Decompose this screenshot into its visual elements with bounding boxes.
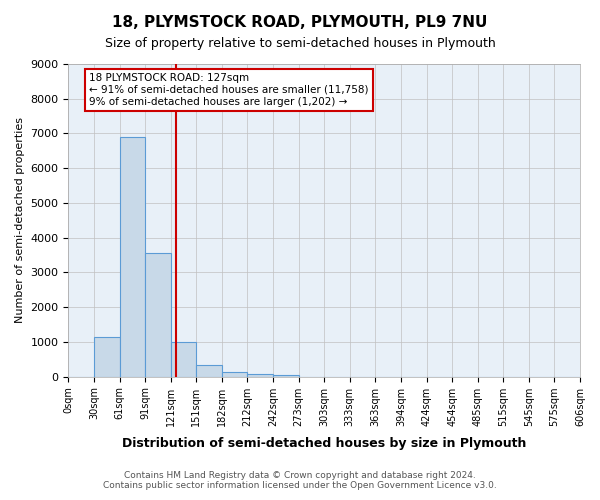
Bar (145, 254, 171, 376)
Bar (222, 372, 247, 376)
Text: 18 PLYMSTOCK ROAD: 127sqm
← 91% of semi-detached houses are smaller (11,758)
9% : 18 PLYMSTOCK ROAD: 127sqm ← 91% of semi-… (89, 74, 368, 106)
Bar (171, 342, 196, 376)
Bar (119, 137, 145, 376)
Y-axis label: Number of semi-detached properties: Number of semi-detached properties (15, 118, 25, 324)
Text: Size of property relative to semi-detached houses in Plymouth: Size of property relative to semi-detach… (104, 38, 496, 51)
Bar (196, 365, 222, 376)
Bar (247, 374, 273, 376)
Bar (94, 336, 119, 376)
Bar (273, 375, 299, 376)
X-axis label: Distribution of semi-detached houses by size in Plymouth: Distribution of semi-detached houses by … (122, 437, 526, 450)
Text: 18, PLYMSTOCK ROAD, PLYMOUTH, PL9 7NU: 18, PLYMSTOCK ROAD, PLYMOUTH, PL9 7NU (112, 15, 488, 30)
Text: Contains HM Land Registry data © Crown copyright and database right 2024.
Contai: Contains HM Land Registry data © Crown c… (103, 470, 497, 490)
